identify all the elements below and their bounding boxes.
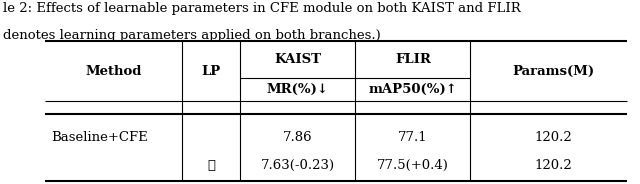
Text: ✓: ✓ [207,159,215,172]
Text: 77.5(+0.4): 77.5(+0.4) [377,159,449,172]
Text: FLIR: FLIR [395,53,431,66]
Text: 77.1: 77.1 [398,131,428,144]
Text: KAIST: KAIST [274,53,321,66]
Text: LP: LP [202,65,221,78]
Text: Method: Method [86,65,142,78]
Text: 120.2: 120.2 [535,131,572,144]
Text: 120.2: 120.2 [535,159,572,172]
Text: Params(M): Params(M) [513,65,595,78]
Text: denotes learning parameters applied on both branches.): denotes learning parameters applied on b… [3,29,381,43]
Text: MR(%)↓: MR(%)↓ [267,83,328,96]
Text: 7.63(-0.23): 7.63(-0.23) [260,159,335,172]
Text: Baseline+CFE: Baseline+CFE [51,131,148,144]
Text: 7.86: 7.86 [283,131,312,144]
Text: le 2: Effects of learnable parameters in CFE module on both KAIST and FLIR: le 2: Effects of learnable parameters in… [3,2,521,15]
Text: mAP50(%)↑: mAP50(%)↑ [369,83,457,96]
